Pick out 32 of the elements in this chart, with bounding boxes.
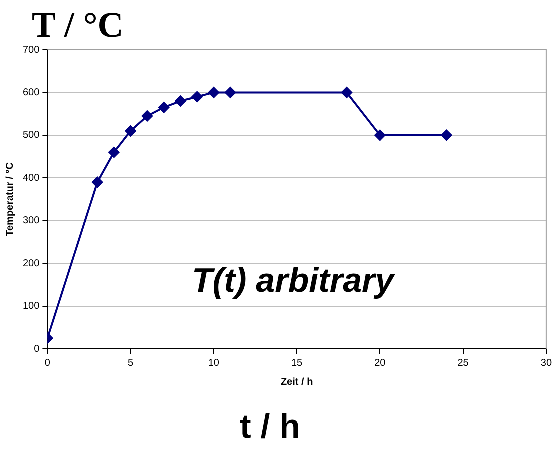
- point: [374, 130, 386, 141]
- x-tick-label: 30: [540, 358, 552, 369]
- y-tick-label: 400: [22, 172, 40, 184]
- point: [192, 91, 203, 102]
- text: t / h: [240, 408, 300, 447]
- annotation: T(t) arbitrary: [192, 262, 394, 301]
- y-tick-label: 700: [22, 44, 40, 56]
- y-tick-label: 600: [22, 87, 40, 98]
- point: [125, 126, 136, 137]
- x-tick-label: 15: [292, 358, 304, 369]
- y-tick-label: 300: [22, 216, 40, 227]
- x-tick-label: 0: [44, 358, 51, 369]
- x-tick-label: 10: [208, 358, 220, 369]
- point: [108, 147, 120, 158]
- point: [158, 102, 170, 114]
- point: [175, 96, 186, 107]
- x-tick-label: 25: [458, 358, 470, 369]
- point: [208, 87, 220, 98]
- point: [142, 110, 153, 122]
- x-axis-title: Zeit / h: [280, 376, 314, 388]
- point: [341, 87, 352, 98]
- x-tick-label: 20: [374, 358, 386, 369]
- y-tick-label: 500: [22, 130, 40, 142]
- point: [92, 176, 104, 188]
- point: [441, 130, 452, 141]
- y-axis-title: Temperatur / °C: [4, 162, 16, 236]
- chart-title: T / °C: [32, 4, 124, 46]
- y-tick-label: 200: [22, 258, 40, 270]
- y-tick-label: 0: [34, 344, 40, 355]
- point: [225, 87, 236, 98]
- x-tick-label: 5: [128, 358, 134, 369]
- y-tick-label: 100: [22, 301, 40, 312]
